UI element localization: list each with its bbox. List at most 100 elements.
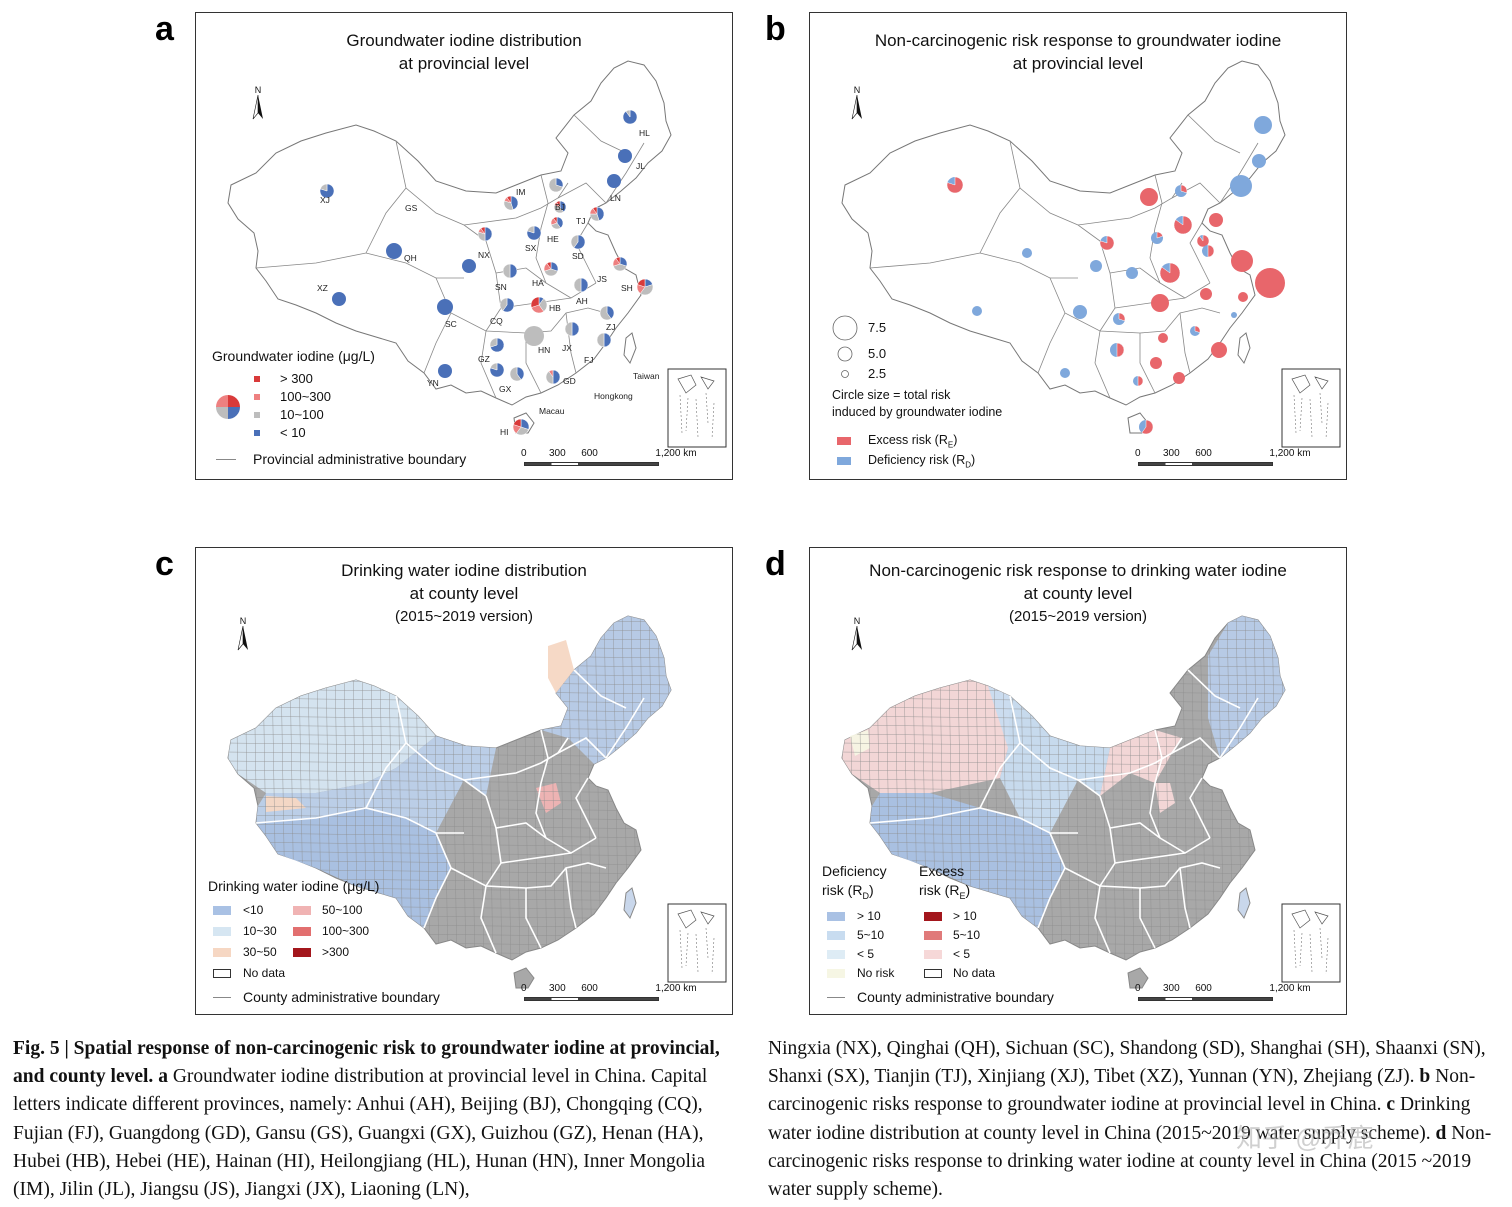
south-china-sea-inset-b [1281,368,1341,448]
pie-slice [618,149,632,163]
size-legend-2-5: 2.5 [868,366,887,381]
panel-b-title: Non-carcinogenic risk response to ground… [874,31,1282,73]
north-arrow-icon: N [236,616,250,654]
province-label-hn: HN [538,345,551,355]
province-label-hi: HI [500,427,509,437]
province-label-sd: SD [572,251,584,261]
province-label-sx: SX [525,243,537,253]
legend-swatch-d-def-lt5 [827,950,845,959]
province-label-sh: SH [621,283,633,293]
legend-label-d-norisk: No risk [857,966,895,980]
scale-tick-label: 1,200 km [655,983,697,994]
legend-label-c-50-100: 50~100 [322,903,363,917]
risk-bubble-slice [1118,312,1126,322]
province-label-hb: HB [549,303,561,313]
legend-swatch-d-exc-lt5 [924,950,942,959]
pie-slice [437,299,453,315]
risk-bubble [1073,305,1087,319]
pie-slice [564,321,573,337]
size-legend-5-0: 5.0 [868,346,887,361]
panel-c: Drinking water iodine distribution at co… [195,547,733,1015]
scale-tick-label: 1,200 km [1269,983,1311,994]
scale-tick-label: 600 [581,448,598,459]
panel-letter-c: c [155,545,174,583]
legend-label-c-nodata: No data [243,966,286,980]
pie-slice [546,261,552,270]
province-label-nx: NX [478,250,490,260]
legend-swatch-c-30-50 [213,948,231,957]
risk-bubble [1126,267,1138,279]
risk-bubble [1140,188,1158,206]
scale-tick-label: 0 [1135,983,1141,994]
provincial-boundaries-c [255,669,645,954]
province-label-zj: ZJ [606,322,616,332]
province-label-bj: BJ [555,202,565,212]
province-label-taiwan: Taiwan [633,371,660,381]
figure-caption-left: Fig. 5 | Spatial response of non-carcino… [13,1038,720,1201]
province-label-macau: Macau [539,406,565,416]
legend-label-c-10-30: 10~30 [243,924,277,938]
pie-slice [599,305,612,321]
legend-swatch-deficiency [837,457,851,465]
legend-pie-icon [216,395,240,419]
pie-slice [332,292,346,306]
scale-tick-label: 300 [1163,448,1180,459]
map-a [227,60,727,448]
legend-swatch-d-exc-gt10 [924,912,942,921]
province-label-gz: GZ [478,354,490,364]
pie-slice [513,418,522,428]
province-label-im: IM [516,187,526,197]
pie-slice [509,263,518,279]
south-china-sea-inset-d [1281,903,1341,983]
pie-slice [571,321,580,337]
scale-tick-label: 300 [549,983,566,994]
pie-slice [480,226,486,235]
scale-tick-label: 0 [521,448,527,459]
pie-slice [438,364,452,378]
legend-swatch-c-100-300 [293,927,311,936]
scale-tick-label: 0 [1135,448,1141,459]
legend-label-d-exc-5-10: 5~10 [953,928,981,942]
risk-bubble [1230,175,1252,197]
provincial-boundaries-d [869,669,1259,954]
pie-slice [527,225,535,234]
legend-label-lt10: < 10 [280,425,306,440]
pie-slice [553,216,558,224]
province-label-hongkong: Hongkong [594,391,633,401]
pie-slice [509,366,522,382]
province-label-he: HE [547,234,559,244]
legend-boundary-label-a: Provincial administrative boundary [253,451,467,467]
pie-slice [502,263,511,279]
legend-label-d-def-gt10: > 10 [857,909,881,923]
legend-line-d [827,997,845,998]
legend-label-excess: Excess risk (RE) [868,433,958,450]
pie-slice [524,326,544,346]
risk-bubble [1150,357,1162,369]
legend-title-a: Groundwater iodine (μg/L) [212,348,375,364]
legend-title-c: Drinking water iodine (μg/L) [208,878,380,894]
risk-bubble [1173,372,1185,384]
province-label-xz: XZ [317,283,328,293]
scale-tick-label: 300 [549,448,566,459]
panel-b: Non-carcinogenic risk response to ground… [809,12,1347,480]
pie-slice [489,337,498,348]
pie-charts-a [319,109,654,436]
legend-swatch-gt300 [254,376,260,382]
watermark: 知乎 @乔鹿 [1236,1123,1374,1153]
province-label-xj: XJ [320,195,330,205]
pie-slice [320,183,328,192]
risk-bubble-slice [1137,375,1144,387]
legend-swatch-10-100 [254,412,260,418]
province-label-sn: SN [495,282,507,292]
china-outline-a [227,60,672,434]
risk-bubble [1211,342,1227,358]
pie-slice [386,243,402,259]
pie-slice [573,277,582,293]
pie-slice [570,234,579,249]
panel-letter-a: a [155,10,174,48]
legend-line-c [213,997,231,998]
legend-swatch-c-nodata [213,969,231,978]
scale-bar-graphic [1138,462,1273,466]
risk-bubble-slice [1141,419,1154,435]
pie-slice [499,297,508,312]
